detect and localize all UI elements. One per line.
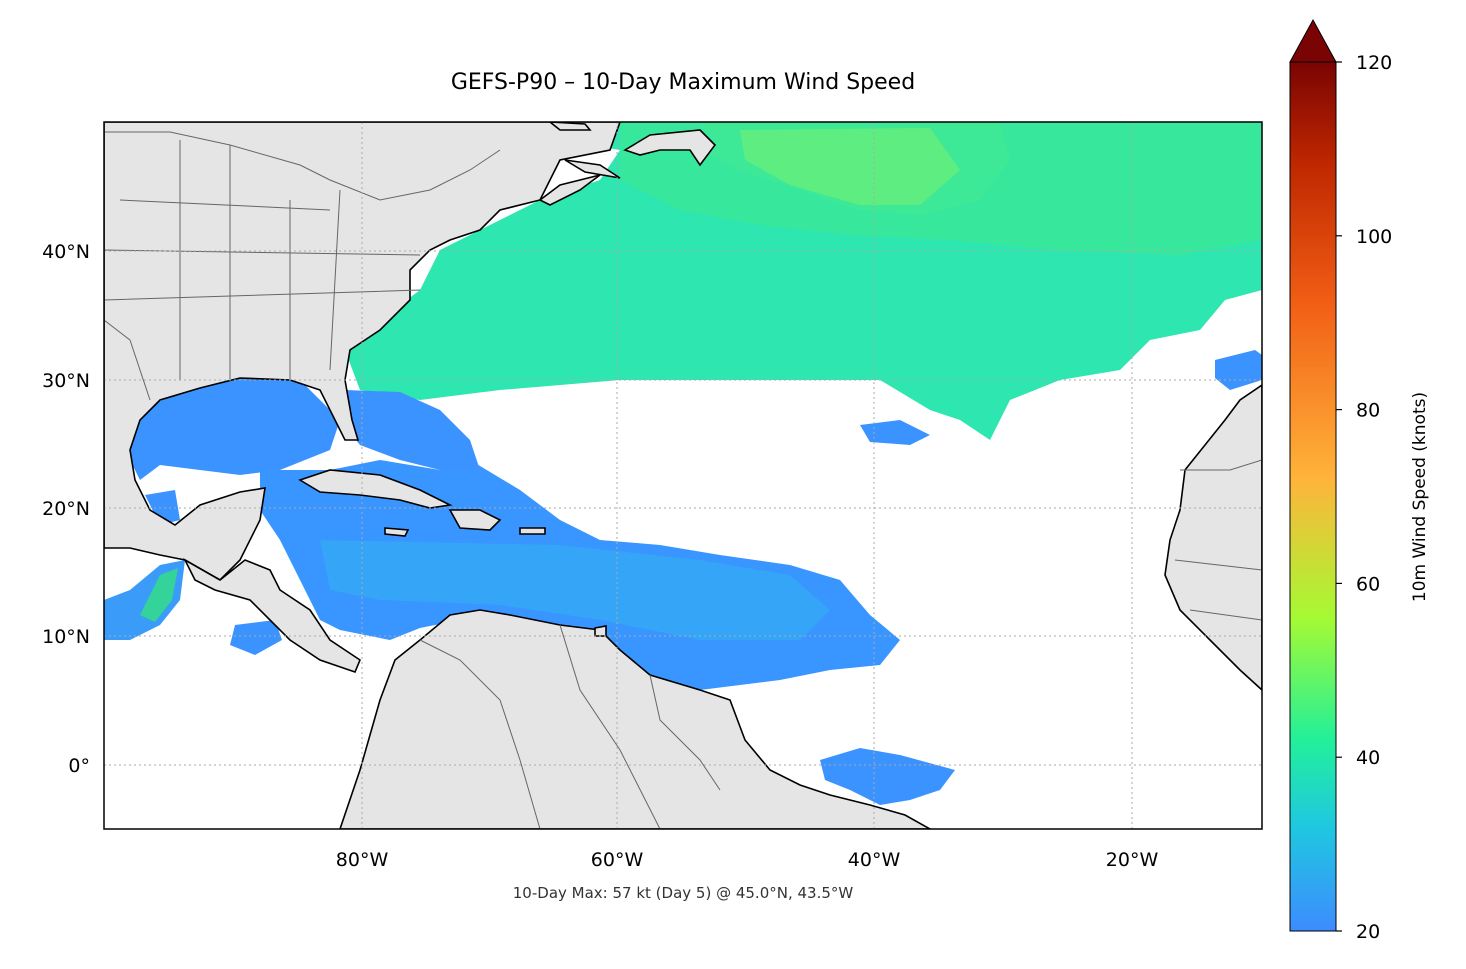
hispaniola [448, 509, 502, 531]
border-africa-1 [1174, 459, 1262, 621]
wind-field-florida-blob [145, 490, 180, 525]
wind-field-pacific-core [140, 568, 178, 622]
south-america [339, 609, 932, 829]
wind-field-caribbean-core [320, 540, 830, 640]
wind-field-gulf [130, 378, 340, 480]
border-sa-1 [419, 639, 541, 829]
colorbar-label: 10m Wind Speed (knots) [1410, 391, 1430, 603]
colorbar-extend-arrow [1289, 18, 1337, 63]
central-america [183, 557, 361, 673]
lon-tick-labels: 80°W 60°W 40°W 20°W [336, 849, 1159, 871]
lon-tick-40w: 40°W [848, 849, 901, 871]
nova-scotia [538, 174, 601, 206]
wind-field-atlantic-south-blob [860, 420, 930, 445]
anticosti [548, 122, 592, 131]
gridlines [104, 122, 1262, 829]
land [104, 122, 1262, 829]
colorbar-tick-label-60: 60 [1356, 573, 1380, 595]
max-wind-footnote: 10-Day Max: 57 kt (Day 5) @ 45.0°N, 43.5… [512, 884, 854, 902]
border-us-states-2 [104, 199, 421, 301]
plot-frame [103, 121, 1263, 830]
lat-tick-30n: 30°N [42, 370, 90, 392]
wind-speed-field [104, 122, 1262, 805]
border-us-canada [104, 131, 501, 201]
colorbar: 20 40 60 80 100 120 [1289, 18, 1392, 943]
cape-breton [564, 159, 621, 179]
colorbar-bar [1289, 61, 1337, 932]
puerto-rico [519, 527, 546, 535]
trinidad [594, 625, 607, 637]
colorbar-tick-label-120: 120 [1356, 52, 1392, 74]
border-us-mexico [104, 319, 151, 401]
lon-tick-20w: 20°W [1106, 849, 1159, 871]
map-title: GEFS-P90 – 10-Day Maximum Wind Speed [450, 70, 916, 95]
lat-tick-40n: 40°N [42, 241, 90, 263]
lat-tick-10n: 10°N [42, 626, 90, 648]
border-us-states-1 [179, 140, 341, 380]
lon-tick-60w: 60°W [591, 849, 644, 871]
lat-tick-20n: 20°N [42, 498, 90, 520]
lat-tick-labels: 40°N 30°N 20°N 10°N 0° [42, 241, 90, 777]
border-sa-3 [649, 674, 721, 791]
wind-field-bahamas [340, 390, 480, 470]
border-sa-2 [559, 624, 661, 829]
africa [1164, 384, 1262, 692]
colorbar-tick-label-100: 100 [1356, 226, 1392, 248]
jamaica [384, 527, 410, 537]
wind-field-equatorial-blob [820, 748, 955, 805]
colorbar-tick-label-80: 80 [1356, 400, 1380, 422]
colorbar-ticks: 20 40 60 80 100 120 [1336, 52, 1392, 943]
wind-field-north-inner [740, 128, 960, 205]
cuba [298, 469, 453, 509]
colorbar-tick-label-40: 40 [1356, 747, 1380, 769]
lat-tick-0: 0° [68, 755, 90, 777]
newfoundland [623, 129, 717, 167]
colorbar-tick-label-20: 20 [1356, 921, 1380, 943]
lon-tick-80w: 80°W [336, 849, 389, 871]
political-borders [104, 131, 1262, 829]
wind-field-panama-blob [230, 620, 282, 655]
